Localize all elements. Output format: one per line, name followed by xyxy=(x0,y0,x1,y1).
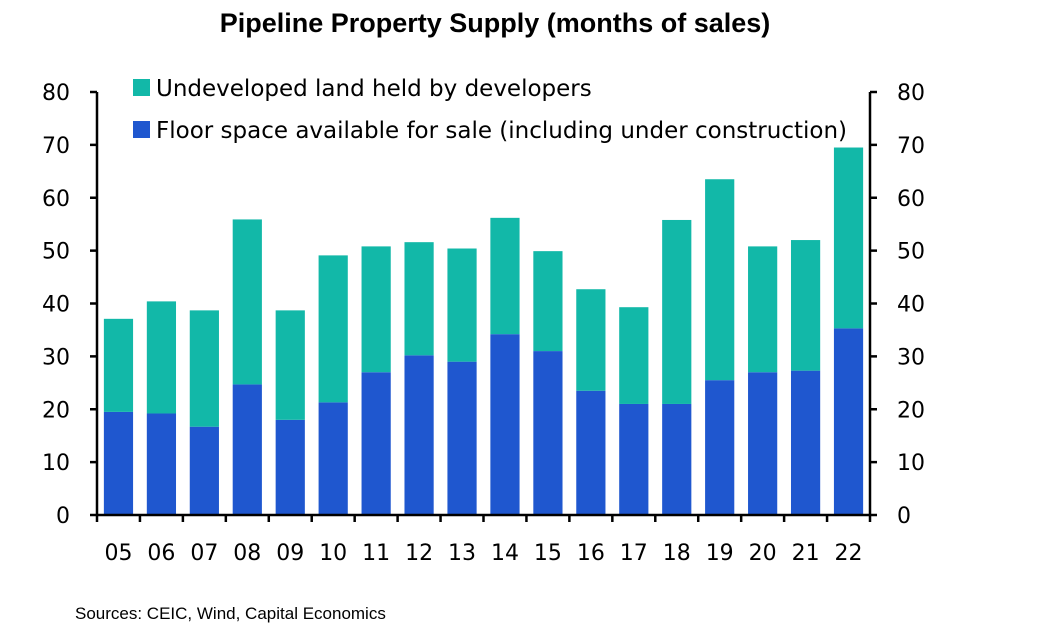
left-tick-label-20: 20 xyxy=(42,398,70,423)
bar-floor-space-21 xyxy=(790,370,821,515)
bar-floor-space-09 xyxy=(275,419,305,515)
x-tick-label-07: 07 xyxy=(190,541,218,566)
bar-undeveloped-land-05 xyxy=(103,318,134,412)
source-note: Sources: CEIC, Wind, Capital Economics xyxy=(75,604,386,623)
stacked-bar-chart: 0 10 20 30 40 50 60 70 80 0 10 20 30 40 50 60 70 80 05 06 07… xyxy=(42,76,925,566)
bar-floor-space-05 xyxy=(103,411,134,515)
bar-undeveloped-land-19 xyxy=(705,179,735,381)
legend: Undeveloped land held by developers Floor… xyxy=(133,76,847,144)
bar-floor-space-06 xyxy=(146,413,177,515)
bar-floor-space-17 xyxy=(619,403,649,515)
bar-undeveloped-land-07 xyxy=(189,310,219,427)
x-tick-label-16: 16 xyxy=(577,541,605,566)
bar-undeveloped-land-12 xyxy=(404,242,434,356)
x-tick-label-06: 06 xyxy=(147,541,175,566)
bar-floor-space-22 xyxy=(833,328,864,515)
bar-undeveloped-land-16 xyxy=(576,289,606,391)
right-tick-label-40: 40 xyxy=(897,293,925,318)
axes-group: 0 10 20 30 40 50 60 70 80 0 10 20 30 40 50 60 70 80 05 06 07… xyxy=(42,81,925,566)
left-tick-label-70: 70 xyxy=(42,134,70,159)
bar-undeveloped-land-17 xyxy=(619,307,649,404)
bar-undeveloped-land-15 xyxy=(533,251,563,352)
right-tick-label-0: 0 xyxy=(897,504,911,529)
x-tick-label-21: 21 xyxy=(792,541,820,566)
bar-floor-space-19 xyxy=(705,380,735,515)
x-tick-label-20: 20 xyxy=(749,541,777,566)
bar-floor-space-08 xyxy=(232,384,262,515)
left-tick-label-50: 50 xyxy=(42,240,70,265)
bar-floor-space-13 xyxy=(447,361,477,515)
bar-undeveloped-land-09 xyxy=(275,310,305,420)
legend-label-floor-space: Floor space available for sale (includin… xyxy=(156,118,847,144)
bar-floor-space-16 xyxy=(576,390,606,515)
left-tick-label-80: 80 xyxy=(42,81,70,106)
x-tick-label-12: 12 xyxy=(405,541,433,566)
bar-undeveloped-land-14 xyxy=(490,217,520,335)
x-tick-label-11: 11 xyxy=(362,541,390,566)
bar-floor-space-12 xyxy=(404,355,434,515)
bar-floor-space-11 xyxy=(361,372,391,515)
x-tick-label-22: 22 xyxy=(835,541,863,566)
bar-undeveloped-land-21 xyxy=(790,240,821,371)
right-tick-label-60: 60 xyxy=(897,187,925,212)
bar-undeveloped-land-08 xyxy=(232,219,262,385)
right-tick-label-50: 50 xyxy=(897,240,925,265)
right-tick-label-30: 30 xyxy=(897,345,925,370)
left-tick-label-40: 40 xyxy=(42,293,70,318)
bar-undeveloped-land-11 xyxy=(361,246,391,373)
legend-swatch-undeveloped-land xyxy=(133,79,150,96)
bar-undeveloped-land-22 xyxy=(833,147,864,329)
bar-undeveloped-land-20 xyxy=(748,246,778,373)
x-tick-label-09: 09 xyxy=(276,541,304,566)
x-tick-label-08: 08 xyxy=(233,541,261,566)
left-tick-label-10: 10 xyxy=(42,451,70,476)
left-tick-label-30: 30 xyxy=(42,345,70,370)
x-tick-label-17: 17 xyxy=(620,541,648,566)
bar-floor-space-18 xyxy=(662,403,692,515)
bar-floor-space-14 xyxy=(490,334,520,515)
chart-title: Pipeline Property Supply (months of sale… xyxy=(219,8,771,38)
bar-undeveloped-land-06 xyxy=(146,301,177,414)
x-tick-label-05: 05 xyxy=(104,541,132,566)
right-tick-label-10: 10 xyxy=(897,451,925,476)
bar-floor-space-20 xyxy=(748,372,778,515)
right-tick-label-70: 70 xyxy=(897,134,925,159)
x-tick-label-10: 10 xyxy=(319,541,347,566)
x-tick-label-13: 13 xyxy=(448,541,476,566)
bar-undeveloped-land-18 xyxy=(662,219,692,404)
x-tick-label-14: 14 xyxy=(491,541,519,566)
bars-group xyxy=(103,147,864,515)
bar-floor-space-15 xyxy=(533,351,563,515)
bar-floor-space-10 xyxy=(318,402,348,515)
bar-floor-space-07 xyxy=(189,426,219,515)
bar-undeveloped-land-13 xyxy=(447,248,477,362)
left-tick-label-60: 60 xyxy=(42,187,70,212)
legend-label-undeveloped-land: Undeveloped land held by developers xyxy=(156,76,592,102)
left-tick-label-0: 0 xyxy=(56,504,70,529)
bar-undeveloped-land-10 xyxy=(318,255,348,403)
right-tick-label-20: 20 xyxy=(897,398,925,423)
legend-swatch-floor-space xyxy=(133,121,150,138)
x-tick-label-19: 19 xyxy=(706,541,734,566)
x-tick-label-18: 18 xyxy=(663,541,691,566)
right-tick-label-80: 80 xyxy=(897,81,925,106)
x-tick-label-15: 15 xyxy=(534,541,562,566)
